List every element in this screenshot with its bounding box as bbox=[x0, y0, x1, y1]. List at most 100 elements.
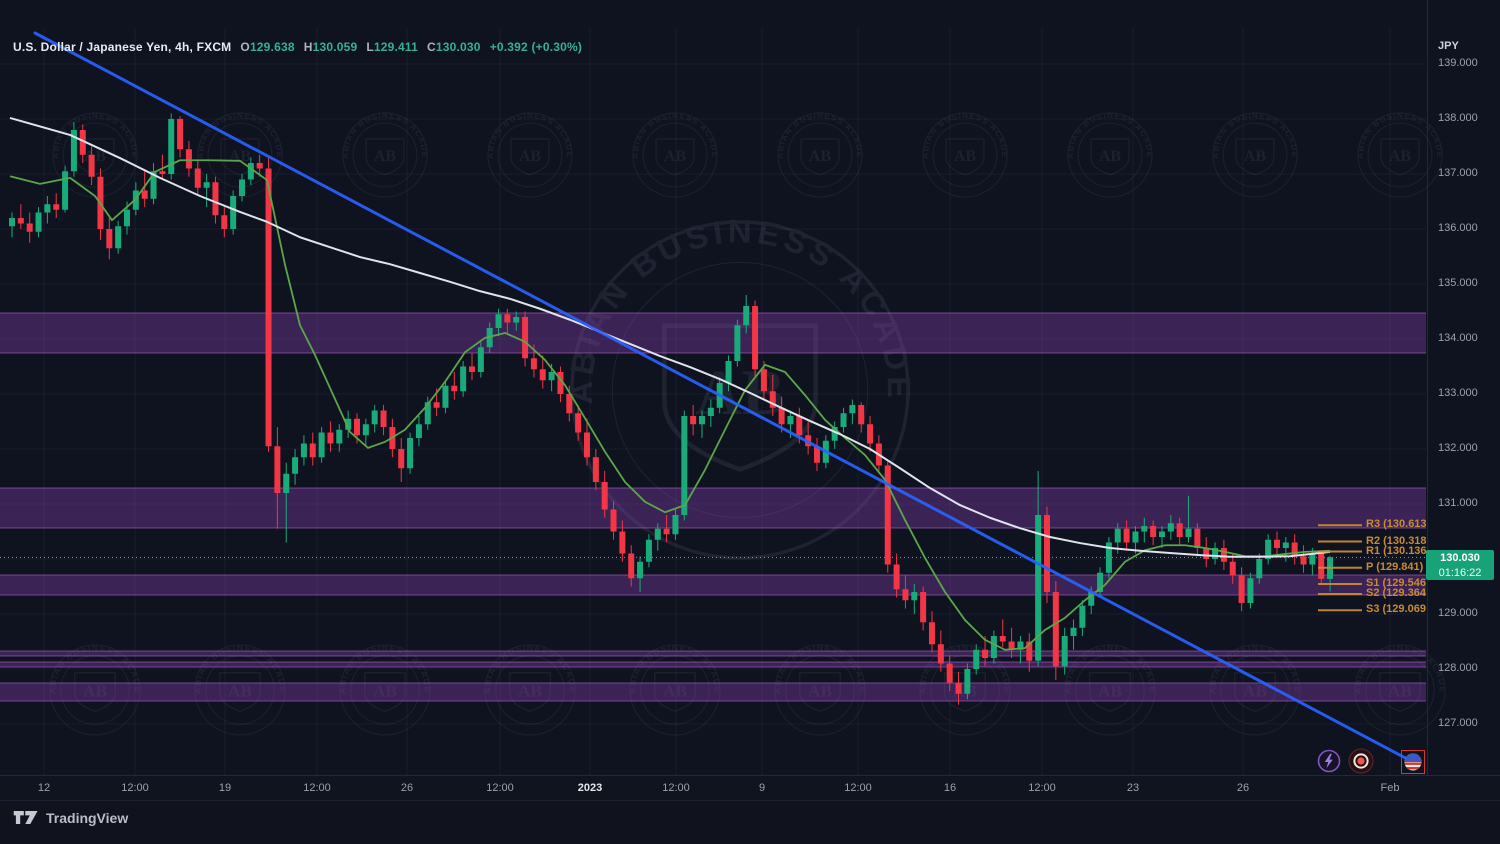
candle bbox=[26, 223, 33, 232]
zone-band[interactable] bbox=[0, 650, 1426, 656]
candle bbox=[504, 314, 511, 323]
time-tick-label: 9 bbox=[758, 782, 766, 794]
candle bbox=[1212, 548, 1219, 559]
flag-icon[interactable] bbox=[1401, 750, 1425, 774]
candle bbox=[1123, 528, 1130, 543]
candle bbox=[946, 663, 953, 683]
candle bbox=[247, 163, 254, 180]
zone-band[interactable] bbox=[0, 682, 1426, 701]
price-tick-label: 139.000 bbox=[1438, 57, 1478, 69]
lightning-icon[interactable] bbox=[1317, 749, 1341, 773]
record-icon[interactable] bbox=[1348, 748, 1374, 774]
candle bbox=[415, 424, 422, 438]
candle bbox=[999, 636, 1006, 642]
candle bbox=[1132, 531, 1139, 543]
candle bbox=[203, 182, 210, 188]
price-tick-label: 128.000 bbox=[1438, 662, 1478, 674]
high-label: H bbox=[303, 40, 313, 54]
candle bbox=[849, 405, 856, 414]
candle bbox=[1097, 572, 1104, 592]
candle bbox=[566, 394, 573, 414]
time-axis[interactable]: 12 12:00 19 12:00 26 12:00 2023 12:00 9 12:00 16 12… bbox=[0, 775, 1500, 800]
candle bbox=[681, 416, 688, 515]
candle bbox=[309, 443, 316, 458]
candle bbox=[557, 372, 564, 394]
watermark-badge: ARABIAN BUSINESS ACADEMYAB bbox=[0, 0, 1298, 198]
close-label: C bbox=[427, 40, 436, 54]
candle bbox=[221, 215, 228, 229]
watermark-badge: ARABIAN BUSINESS ACADEMYAB bbox=[0, 0, 912, 560]
price-tick-label: 131.000 bbox=[1438, 497, 1478, 509]
candle bbox=[123, 209, 130, 227]
candle bbox=[920, 592, 927, 623]
svg-text:AB: AB bbox=[518, 681, 542, 700]
candle bbox=[380, 410, 387, 427]
supply-demand-zones[interactable] bbox=[0, 312, 1426, 702]
candle bbox=[645, 539, 652, 562]
price-tick-label: 132.000 bbox=[1438, 442, 1478, 454]
candle bbox=[1167, 523, 1174, 532]
close-value: 130.030 bbox=[435, 40, 481, 54]
candle bbox=[858, 405, 865, 425]
price-axis[interactable]: JPY 139.000 138.000 137.000 136.000 135.000 1… bbox=[1427, 0, 1500, 775]
candle bbox=[1291, 542, 1298, 557]
watermark-badge: ARABIAN BUSINESS ACADEMYAB bbox=[0, 0, 576, 736]
candle bbox=[1052, 592, 1059, 667]
candle bbox=[530, 358, 537, 370]
candle bbox=[583, 432, 590, 458]
candle bbox=[707, 407, 714, 416]
candle bbox=[1043, 515, 1050, 592]
svg-text:AB: AB bbox=[519, 148, 542, 165]
candle bbox=[88, 154, 95, 177]
low-label: L bbox=[366, 40, 374, 54]
last-price-value: 130.030 bbox=[1440, 551, 1480, 564]
candle bbox=[238, 179, 245, 196]
tradingview-logo[interactable]: TradingView bbox=[13, 809, 128, 826]
candle bbox=[1265, 539, 1272, 559]
price-tick-label: 136.000 bbox=[1438, 222, 1478, 234]
candle bbox=[106, 229, 113, 249]
svg-text:AB: AB bbox=[663, 681, 687, 700]
price-tick-label: 133.000 bbox=[1438, 387, 1478, 399]
zone-band[interactable] bbox=[0, 574, 1426, 595]
zone-band[interactable] bbox=[0, 488, 1426, 529]
candle bbox=[1061, 636, 1068, 667]
candle bbox=[1150, 526, 1157, 537]
zone-band[interactable] bbox=[0, 661, 1426, 667]
svg-text:AB: AB bbox=[1244, 148, 1267, 165]
candle bbox=[1273, 539, 1280, 548]
candle bbox=[672, 515, 679, 535]
footer-bar: TradingView bbox=[0, 800, 1500, 844]
price-tick-label: 129.000 bbox=[1438, 607, 1478, 619]
svg-text:AB: AB bbox=[1388, 681, 1412, 700]
candle bbox=[168, 119, 175, 174]
candle bbox=[1070, 627, 1077, 636]
candle bbox=[734, 325, 741, 361]
watermark-badge: ARABIAN BUSINESS ACADEMYAB bbox=[0, 0, 286, 736]
candle bbox=[902, 589, 909, 601]
candle bbox=[964, 669, 971, 694]
candle bbox=[760, 369, 767, 392]
candle bbox=[725, 361, 732, 383]
candle bbox=[362, 424, 369, 436]
candle bbox=[495, 314, 502, 328]
svg-text:ARABIAN BUSINESS ACADEMY: ARABIAN BUSINESS ACADEMY bbox=[0, 0, 719, 159]
watermark-layer: ARABIAN BUSINESS ACADEMYABARABIAN BUSINE… bbox=[0, 0, 1446, 736]
time-tick-label: 19 bbox=[218, 782, 232, 794]
svg-text:AB: AB bbox=[229, 148, 252, 165]
zone-band[interactable] bbox=[0, 313, 1426, 353]
candle bbox=[1079, 605, 1086, 628]
trendline[interactable] bbox=[33, 31, 1415, 764]
candle bbox=[539, 369, 546, 381]
candle bbox=[1017, 641, 1024, 650]
candle bbox=[300, 443, 307, 458]
symbol-title[interactable]: U.S. Dollar / Japanese Yen, 4h, FXCM bbox=[13, 40, 232, 54]
candle bbox=[17, 218, 24, 224]
candle bbox=[1158, 531, 1165, 537]
time-tick-label: 12:00 bbox=[486, 782, 514, 794]
candle bbox=[150, 171, 157, 199]
candle bbox=[575, 413, 582, 433]
price-tick-label: 137.000 bbox=[1438, 167, 1478, 179]
watermark-badge: ARABIAN BUSINESS ACADEMYAB bbox=[0, 0, 1443, 198]
